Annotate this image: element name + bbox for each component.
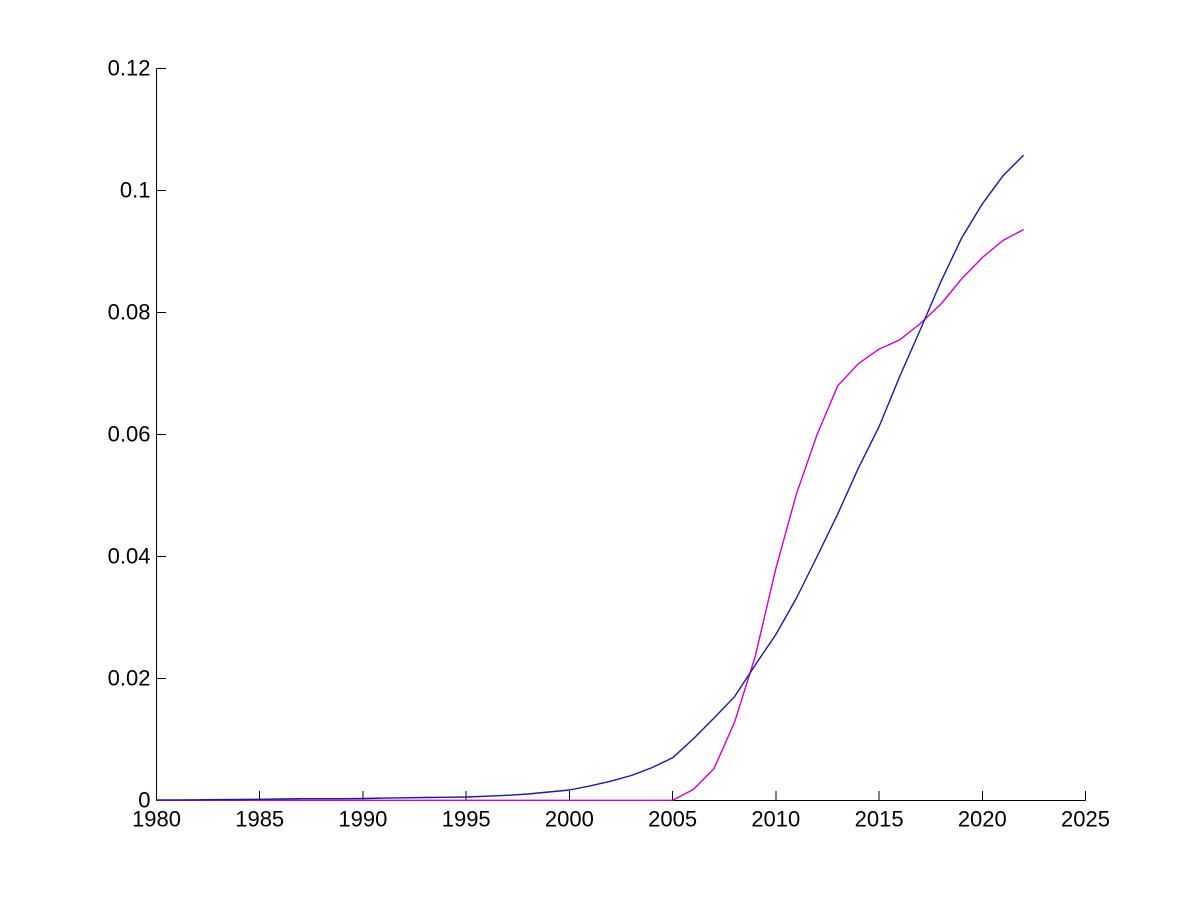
svg-text:2000: 2000	[545, 807, 594, 832]
svg-text:0.04: 0.04	[108, 544, 151, 569]
svg-text:2020: 2020	[958, 807, 1007, 832]
svg-text:2015: 2015	[855, 807, 904, 832]
svg-text:0.1: 0.1	[120, 178, 151, 203]
svg-text:0.02: 0.02	[108, 666, 151, 691]
svg-text:2025: 2025	[1061, 807, 1110, 832]
svg-text:1995: 1995	[442, 807, 491, 832]
svg-text:2005: 2005	[648, 807, 697, 832]
svg-text:0.12: 0.12	[108, 56, 151, 81]
svg-text:1985: 1985	[235, 807, 284, 832]
svg-text:2010: 2010	[751, 807, 800, 832]
svg-text:0: 0	[138, 788, 150, 813]
svg-text:1980: 1980	[132, 807, 181, 832]
svg-text:1990: 1990	[338, 807, 387, 832]
svg-text:0.08: 0.08	[108, 300, 151, 325]
svg-text:0.06: 0.06	[108, 422, 151, 447]
